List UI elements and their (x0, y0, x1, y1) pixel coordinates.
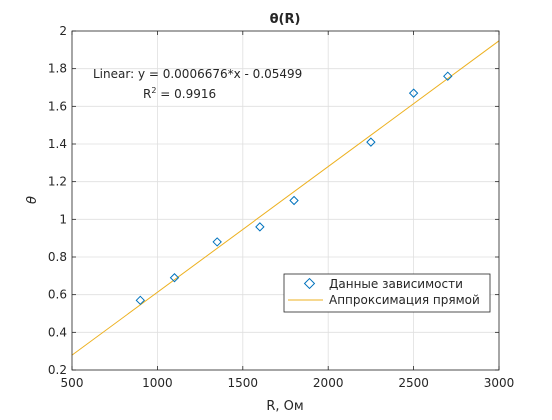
plot-frame (71, 30, 500, 371)
y-tick-label: 1.2 (48, 175, 67, 189)
grid (71, 30, 500, 371)
legend-item-fit: Аппроксимация прямой (329, 293, 480, 307)
plot-area (72, 31, 499, 370)
x-axis-label: R, Ом (266, 399, 303, 414)
data-point (408, 88, 419, 98)
x-ticks: 500 1000 1500 2000 2500 3000 (61, 31, 515, 390)
y-tick-label: 0.2 (48, 363, 67, 377)
legend-marker-diamond (303, 277, 316, 290)
r2-exponent: 2 (151, 86, 156, 95)
y-tick-label: 1.4 (48, 137, 67, 151)
fit-r-squared: R2 = 0.9916 (143, 86, 216, 101)
y-tick-label: 0.4 (48, 325, 67, 339)
y-tick-label: 1 (59, 212, 67, 226)
y-tick-label: 0.8 (48, 250, 67, 264)
x-tick-label: 2500 (398, 376, 429, 390)
x-tick-label: 3000 (484, 376, 515, 390)
data-point (366, 137, 376, 147)
chart-title: θ(R) (270, 12, 301, 27)
y-ticks: 0.2 0.4 0.6 0.8 1 1.2 1.4 1.6 1.8 2 (48, 24, 499, 377)
data-point (289, 195, 299, 206)
fit-line (71, 40, 500, 356)
r2-value: = 0.9916 (156, 87, 216, 101)
data-point (135, 295, 146, 306)
fit-layer (71, 40, 500, 356)
x-tick-label: 2000 (313, 376, 344, 390)
fit-equation: Linear: y = 0.0006676*x - 0.05499 (93, 67, 302, 81)
y-tick-label: 1.6 (48, 99, 67, 113)
x-tick-label: 500 (61, 376, 84, 390)
data-point (255, 222, 265, 232)
y-tick-label: 0.6 (48, 288, 67, 302)
data-point (169, 273, 180, 283)
points-layer (135, 71, 453, 306)
x-tick-label: 1500 (228, 376, 259, 390)
x-tick-label: 1000 (142, 376, 173, 390)
y-axis-label: θ (25, 196, 40, 204)
legend-item-data: Данные зависимости (329, 277, 463, 291)
legend: Данные зависимости Аппроксимация прямой (283, 273, 491, 313)
y-tick-label: 1.8 (48, 62, 67, 76)
data-point (212, 237, 222, 247)
legend-box (283, 273, 491, 313)
r2-prefix: R (143, 87, 151, 101)
y-tick-label: 2 (59, 24, 67, 38)
data-point (443, 71, 453, 81)
